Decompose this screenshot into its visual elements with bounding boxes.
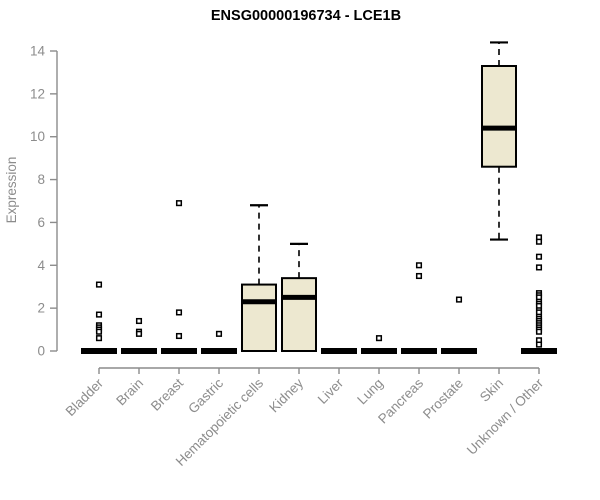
chart-title: ENSG00000196734 - LCE1B: [211, 8, 401, 24]
box-group: [81, 281, 117, 354]
outlier-point: [175, 309, 183, 316]
box-group: [161, 200, 197, 354]
outlier-point: [135, 330, 143, 337]
outlier-point: [535, 341, 543, 348]
y-tick-label: 4: [37, 258, 45, 273]
outlier-point: [95, 311, 103, 318]
y-tick-label: 12: [30, 86, 45, 101]
y-tick-label: 2: [37, 301, 45, 316]
x-tick-label: Liver: [315, 375, 347, 407]
x-tick-label: Skin: [477, 376, 506, 405]
x-tick-label: Prostate: [420, 376, 466, 422]
outlier-point: [535, 264, 543, 271]
x-tick-label: Breast: [148, 375, 186, 413]
box-group: [401, 262, 437, 354]
outlier-point: [375, 335, 383, 342]
y-tick-label: 10: [30, 129, 45, 144]
box-group: [481, 41, 517, 241]
y-tick-label: 0: [37, 344, 45, 359]
box-group: [361, 335, 397, 354]
x-tick-label: Lung: [354, 376, 386, 408]
outlier-point: [415, 272, 423, 280]
outlier-point: [535, 328, 543, 335]
iqr-box: [481, 65, 517, 168]
x-tick-label: Unknown / Other: [464, 375, 547, 458]
boxplot-series: [81, 41, 557, 354]
y-tick-label: 6: [37, 215, 45, 230]
iqr-box: [281, 277, 317, 352]
outlier-point: [95, 328, 103, 335]
outlier-point: [215, 330, 223, 337]
x-tick-label: Kidney: [266, 375, 306, 415]
iqr-box: [241, 283, 277, 353]
y-axis-title: Expression: [4, 157, 19, 224]
y-tick-label: 14: [30, 44, 46, 59]
x-tick-label: Brain: [113, 376, 146, 409]
box-group: [521, 234, 557, 354]
outlier-point: [135, 317, 143, 325]
outlier-point: [455, 296, 463, 303]
box-group: [441, 296, 477, 354]
outlier-point: [415, 262, 423, 269]
box-group: [201, 330, 237, 354]
box-group: [121, 317, 157, 354]
box-group: [281, 242, 317, 352]
outlier-point: [175, 200, 183, 207]
box-group: [241, 204, 277, 353]
y-tick-label: 8: [37, 172, 45, 187]
outlier-point: [535, 253, 543, 260]
y-axis: 0 2 4 6 8 10 12 14: [30, 44, 58, 359]
outlier-point: [95, 335, 103, 342]
x-tick-label: Bladder: [63, 375, 107, 419]
outlier-point: [175, 332, 183, 340]
outlier-point: [95, 281, 103, 288]
outlier-point: [535, 238, 543, 245]
